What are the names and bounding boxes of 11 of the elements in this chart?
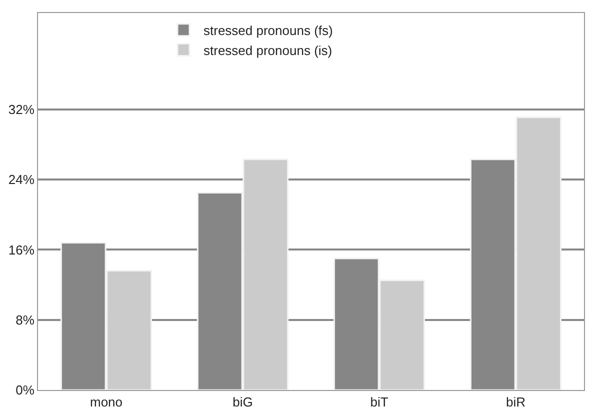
y-tick-label: 24%: [8, 172, 35, 188]
y-tick-label: 0%: [16, 382, 35, 398]
x-tick-label: mono: [90, 394, 123, 410]
x-tick-label: biG: [232, 394, 253, 410]
y-tick-label: 32%: [8, 102, 35, 117]
legend-label: stressed pronouns (is): [204, 42, 332, 58]
y-tick-label: 8%: [16, 312, 35, 328]
x-tick-label: biR: [506, 394, 526, 410]
x-tick-label: biT: [370, 394, 388, 410]
y-tick-label: 16%: [8, 242, 35, 258]
legend-label: stressed pronouns (fs): [204, 22, 333, 38]
